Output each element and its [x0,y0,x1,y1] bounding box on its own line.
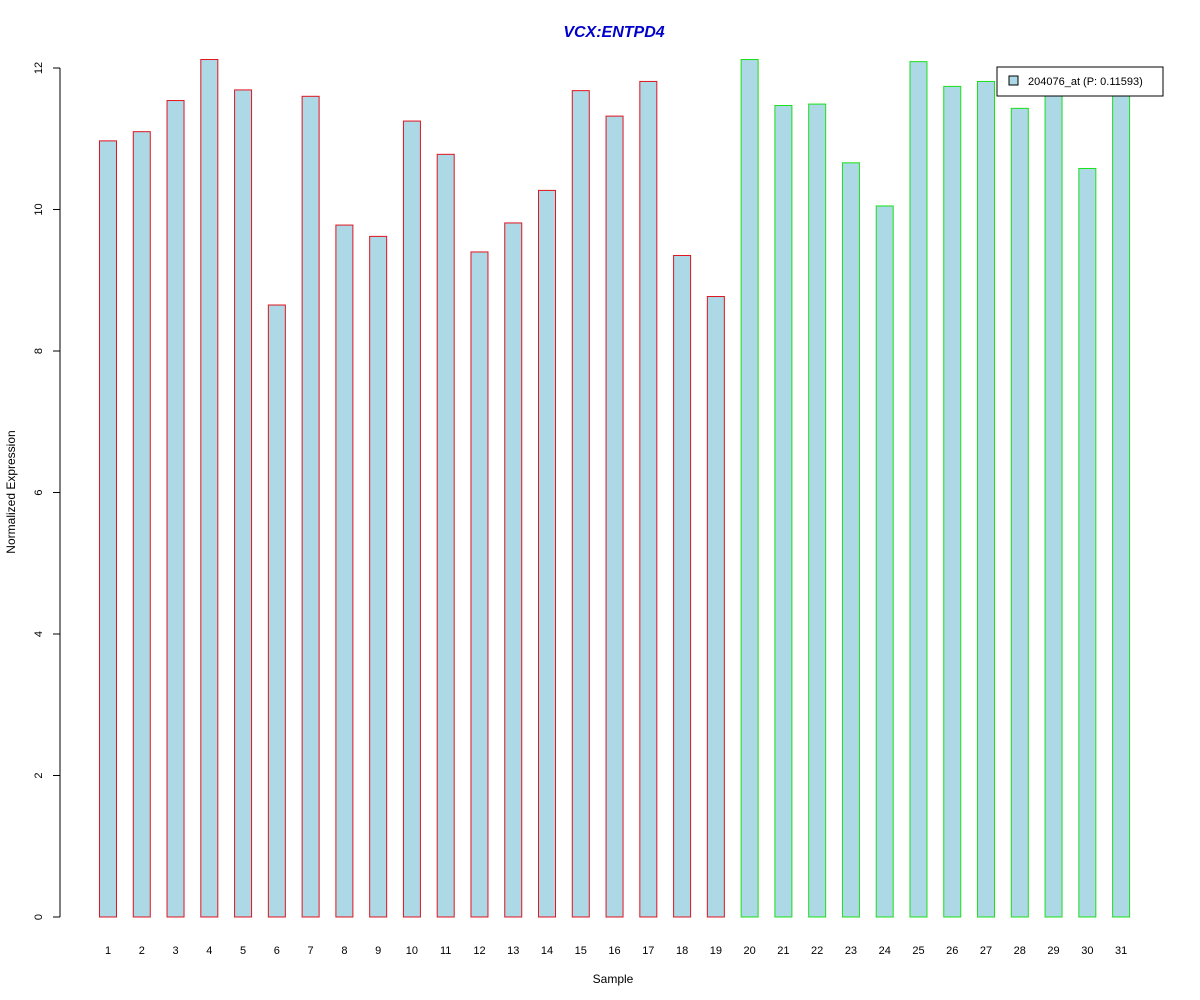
bar-sample-3 [166,100,185,918]
bar-sample-21 [774,105,793,918]
bar-sample-29 [1044,92,1063,918]
x-axis-label: Sample [593,972,634,986]
bar-sample-7 [301,95,320,918]
y-tick-label: 10 [33,203,45,215]
bar-sample-20 [740,59,759,918]
x-tick-label-12: 12 [473,945,485,957]
x-tick-label-19: 19 [710,945,722,957]
bar-sample-1 [99,140,117,918]
x-tick-label-14: 14 [541,945,553,957]
x-tick-label-28: 28 [1014,945,1026,957]
bar-sample-18 [673,254,692,918]
bar-sample-27 [977,80,996,918]
bar-sample-24 [875,205,894,918]
legend-box [996,66,1164,97]
bar-sample-17 [639,80,658,918]
x-tick-label-7: 7 [308,945,314,957]
bar-sample-31 [1112,92,1131,918]
y-tick-label: 8 [33,348,45,354]
bar-sample-23 [841,162,860,918]
bar-sample-5 [234,89,253,918]
x-tick-labels: 1 2 3 4 5 6 7 8 9 10 11 12 13 14 15 16 17 18 19 20 21 22 23 24 2… [105,945,1127,957]
bar-sample-13 [504,222,523,918]
x-tick-label-10: 10 [406,945,418,957]
bars-group [99,59,1131,918]
x-tick-label-3: 3 [172,945,178,957]
bar-sample-2 [132,131,151,918]
x-tick-label-4: 4 [206,945,212,957]
y-tick-label: 2 [33,772,45,778]
legend-entry-label: 204076_at (P: 0.11593) [1028,76,1143,88]
y-axis: 0 2 4 6 8 10 12 [33,62,61,920]
x-tick-label-1: 1 [105,945,111,957]
legend: 204076_at (P: 0.11593) [996,66,1164,97]
bar-sample-26 [943,85,962,918]
legend-swatch [1008,75,1019,86]
x-tick-label-26: 26 [946,945,958,957]
bar-sample-15 [571,90,590,918]
y-tick-label: 4 [33,631,45,637]
x-tick-label-15: 15 [575,945,587,957]
y-tick-label: 0 [33,914,45,920]
x-tick-label-29: 29 [1047,945,1059,957]
x-tick-label-2: 2 [139,945,145,957]
x-tick-label-23: 23 [845,945,857,957]
y-tick-label: 12 [33,62,45,74]
x-tick-label-31: 31 [1115,945,1127,957]
x-tick-label-11: 11 [440,945,451,957]
bar-sample-4 [200,59,219,918]
x-tick-label-25: 25 [912,945,924,957]
x-tick-label-30: 30 [1081,945,1093,957]
bar-sample-14 [538,189,557,918]
x-tick-label-18: 18 [676,945,688,957]
x-tick-label-24: 24 [879,945,891,957]
chart-title: VCX:ENTPD4 [563,24,664,41]
bar-sample-10 [402,120,421,918]
x-tick-label-22: 22 [811,945,823,957]
bar-sample-25 [909,61,928,918]
y-tick-label: 6 [33,489,45,495]
x-tick-label-6: 6 [274,945,280,957]
bar-sample-19 [706,296,725,918]
y-axis-label: Normalized Expression [4,430,18,553]
x-tick-label-13: 13 [507,945,519,957]
bar-sample-30 [1078,167,1097,918]
x-tick-label-9: 9 [375,945,381,957]
bar-sample-16 [605,115,624,918]
bar-sample-9 [369,235,388,918]
x-tick-label-5: 5 [240,945,246,957]
bar-sample-12 [470,251,489,918]
bar-sample-11 [436,153,455,918]
x-tick-label-16: 16 [608,945,620,957]
x-tick-label-17: 17 [642,945,654,957]
bar-sample-28 [1010,107,1029,918]
bar-sample-6 [267,304,286,918]
bar-sample-8 [335,224,354,918]
x-tick-label-27: 27 [980,945,992,957]
x-tick-label-8: 8 [341,945,347,957]
x-tick-label-21: 21 [777,945,789,957]
bar-sample-22 [808,103,827,918]
x-tick-label-20: 20 [744,945,756,957]
